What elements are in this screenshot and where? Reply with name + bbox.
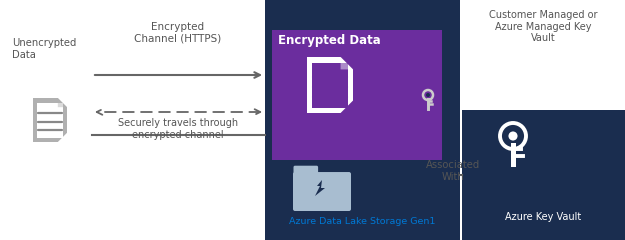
Polygon shape — [341, 57, 353, 69]
Text: Unencrypted
Data: Unencrypted Data — [12, 38, 76, 60]
Text: Securely travels through
encrypted channel: Securely travels through encrypted chann… — [118, 118, 238, 140]
Polygon shape — [315, 180, 325, 196]
Text: Azure Key Vault: Azure Key Vault — [505, 212, 581, 222]
Polygon shape — [307, 57, 353, 113]
Bar — [265, 0, 460, 240]
Circle shape — [509, 132, 518, 141]
Text: Encrypted Data: Encrypted Data — [278, 34, 381, 47]
Bar — [37, 103, 63, 138]
Polygon shape — [33, 98, 67, 142]
Text: Azure Data Lake Storage Gen1: Azure Data Lake Storage Gen1 — [289, 217, 436, 226]
FancyBboxPatch shape — [294, 166, 318, 177]
Text: Customer Managed or
Azure Managed Key
Vault: Customer Managed or Azure Managed Key Va… — [489, 10, 598, 43]
Bar — [462, 110, 625, 240]
FancyArrowPatch shape — [97, 109, 260, 115]
FancyBboxPatch shape — [293, 172, 351, 211]
Polygon shape — [58, 98, 67, 107]
Text: Encrypted
Channel (HTTPS): Encrypted Channel (HTTPS) — [134, 22, 222, 44]
Text: Associated
With: Associated With — [426, 160, 480, 182]
Circle shape — [426, 93, 430, 97]
Bar — [272, 30, 442, 160]
Polygon shape — [58, 98, 67, 107]
Polygon shape — [341, 57, 353, 69]
Bar — [312, 63, 348, 108]
